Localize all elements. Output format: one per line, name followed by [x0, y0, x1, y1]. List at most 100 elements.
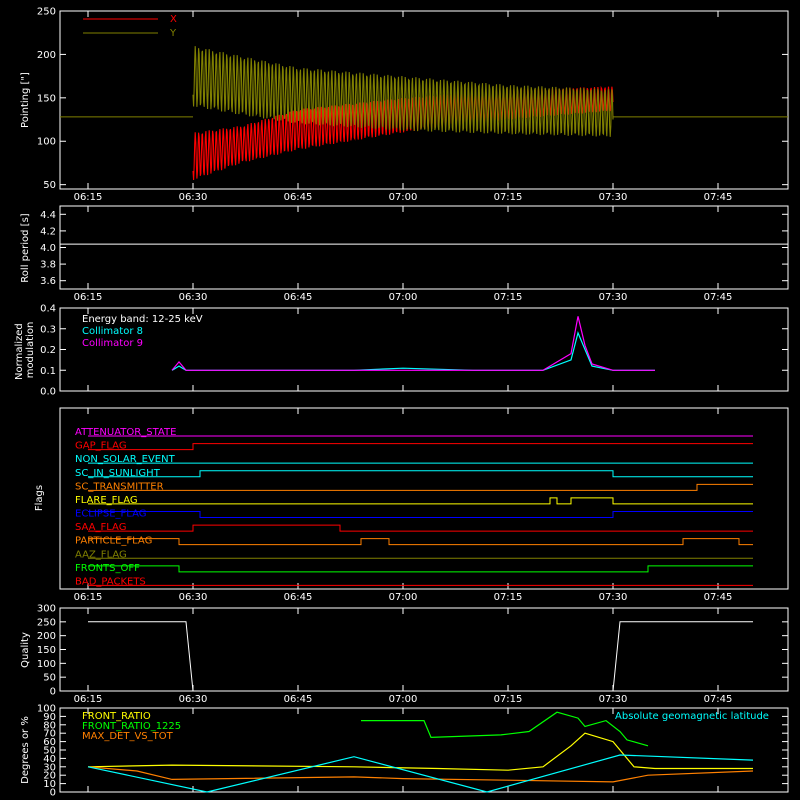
flag-line [88, 483, 753, 491]
y-tick-label: 0 [50, 687, 56, 698]
y-tick-label: 150 [37, 645, 56, 656]
x-tick-label: 07:45 [704, 292, 733, 303]
ratio-line-front-ratio-1225 [361, 711, 649, 747]
x-tick-label: 07:45 [704, 694, 733, 705]
x-tick-label: 07:15 [494, 192, 523, 203]
flag-line [88, 497, 753, 505]
y-tick-label: 0.2 [40, 345, 56, 356]
flag-label: PARTICLE_FLAG [75, 536, 152, 547]
y-tick-label: 300 [37, 604, 56, 615]
pointing-Y-line [192, 46, 614, 137]
x-tick-label: 07:15 [494, 292, 523, 303]
flag-line [88, 511, 753, 518]
roll-frame [59, 205, 789, 290]
y-tick-label: 100 [37, 659, 56, 670]
ratio-line-front-ratio [87, 732, 753, 771]
y-tick-label: 30 [43, 762, 56, 773]
flag-label: ATTENUATOR_STATE [75, 427, 176, 438]
chart-marks: 06:15 06:30 06:45 07:00 07:15 07:30 07:45 50 100… [37, 7, 788, 799]
x-tick-label: 06:45 [284, 592, 313, 603]
energy-band-label: Energy band: 12-25 keV [82, 314, 203, 325]
y-tick-label: 60 [43, 737, 56, 748]
y-tick-label: 250 [37, 7, 56, 18]
flag-line [88, 538, 753, 546]
x-tick-label: 07:15 [494, 592, 523, 603]
y-tick-label: 250 [37, 617, 56, 628]
modulation-9-line [171, 316, 655, 371]
collimator-8-label: Collimator 8 [82, 326, 143, 337]
y-tick-label: 3.6 [40, 276, 56, 287]
x-tick-label: 06:15 [74, 292, 103, 303]
x-tick-label: 06:30 [179, 694, 208, 705]
flag-line [88, 524, 753, 532]
pointing-ylabel: Pointing ["] [20, 72, 31, 128]
flag-label: FRONTS_OFF [75, 563, 140, 574]
quality-ylabel: Quality [20, 632, 31, 668]
x-tick-label: 06:30 [179, 592, 208, 603]
flag-label: BAD_PACKETS [75, 576, 146, 587]
y-tick-label: 40 [43, 754, 56, 765]
modulation-ylabel-line1: Normalized [14, 323, 25, 380]
x-tick-label: 07:30 [599, 592, 628, 603]
modulation-8-line [171, 331, 655, 371]
y-tick-label: 0.4 [40, 304, 56, 315]
legend-front-ratio-1225: FRONT_RATIO_1225 [82, 721, 181, 732]
y-tick-label: 50 [43, 673, 56, 684]
x-tick-label: 07:00 [389, 292, 418, 303]
y-tick-label: 4.2 [40, 226, 56, 237]
flag-label: SC_IN_SUNLIGHT [75, 468, 161, 479]
flags-frame [59, 407, 789, 590]
x-tick-label: 06:30 [179, 292, 208, 303]
x-tick-label: 06:45 [284, 292, 313, 303]
x-tick-label: 07:30 [599, 292, 628, 303]
flags-ylabel: Flags [34, 485, 45, 511]
legend-geomag: Absolute geomagnetic latitude [615, 711, 769, 722]
y-tick-label: 0 [50, 788, 56, 799]
x-tick-label: 06:15 [74, 694, 103, 705]
flag-line [88, 443, 753, 451]
y-tick-label: 150 [37, 93, 56, 104]
ratio-line-absolute-geomagnetic-latitude [87, 754, 754, 793]
y-tick-label: 200 [37, 50, 56, 61]
x-tick-label: 07:00 [389, 192, 418, 203]
modulation-ylabel: Normalized modulation [14, 320, 36, 380]
y-tick-label: 0.1 [40, 366, 56, 377]
y-tick-label: 20 [43, 771, 56, 782]
legend-x-label: X [170, 14, 177, 25]
x-tick-label: 06:15 [74, 192, 103, 203]
y-tick-label: 4.4 [40, 210, 56, 221]
roll-ylabel: Roll period [s] [20, 213, 31, 282]
legend-y-label: Y [169, 28, 177, 39]
quality-line [88, 621, 753, 692]
collimator-9-label: Collimator 9 [82, 338, 143, 349]
x-tick-label: 07:00 [389, 592, 418, 603]
x-tick-label: 07:30 [599, 192, 628, 203]
flag-label: SC_TRANSMITTER [75, 481, 164, 492]
y-tick-label: 70 [43, 729, 56, 740]
flag-label: AAZ_FLAG [75, 549, 127, 560]
y-tick-label: 4.0 [40, 243, 56, 254]
y-tick-label: 3.8 [40, 260, 56, 271]
legend-front-ratio: FRONT_RATIO [82, 711, 151, 722]
flag-line [88, 470, 753, 478]
x-tick-label: 06:30 [179, 192, 208, 203]
pointing-frame [59, 10, 789, 190]
y-tick-label: 80 [43, 720, 56, 731]
y-tick-label: 100 [37, 137, 56, 148]
ratio-line-max-det-vs-tot [87, 766, 754, 783]
modulation-ylabel-line2: modulation [25, 322, 36, 379]
flag-label: GAP_FLAG [75, 441, 127, 452]
flag-label: NON_SOLAR_EVENT [75, 454, 176, 465]
y-tick-label: 50 [43, 180, 56, 191]
y-tick-label: 50 [43, 746, 56, 757]
y-tick-label: 90 [43, 712, 56, 723]
x-tick-label: 07:45 [704, 192, 733, 203]
legend-max-det: MAX_DET_VS_TOT [82, 731, 174, 742]
x-tick-label: 06:45 [284, 192, 313, 203]
x-tick-label: 06:15 [74, 592, 103, 603]
x-tick-label: 07:15 [494, 694, 523, 705]
x-tick-label: 07:30 [599, 694, 628, 705]
y-tick-label: 200 [37, 631, 56, 642]
ratios-ylabel: Degrees or % [20, 716, 31, 784]
